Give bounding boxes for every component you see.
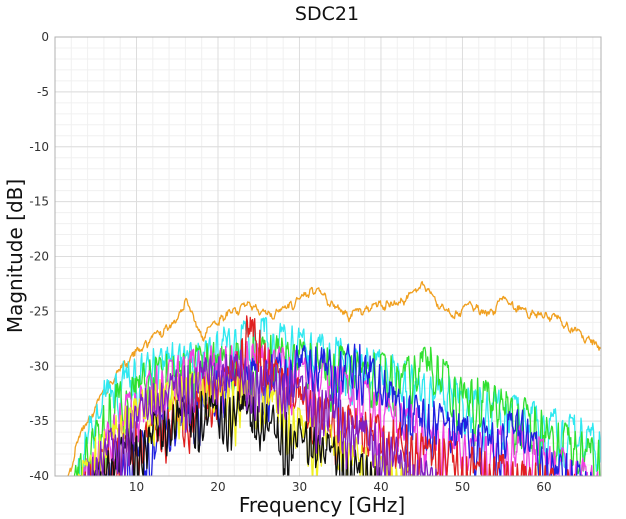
y-tick-label: -30 xyxy=(29,359,49,373)
y-tick-label: -5 xyxy=(37,85,49,99)
y-tick-label: -25 xyxy=(29,304,49,318)
series-line-black xyxy=(92,388,381,476)
y-tick-label: -10 xyxy=(29,140,49,154)
y-tick-label: -15 xyxy=(29,195,49,209)
chart-title: SDC21 xyxy=(295,3,359,25)
series-line-violet xyxy=(83,349,437,476)
x-tick-label: 40 xyxy=(373,480,388,494)
x-axis-label: Frequency [GHz] xyxy=(239,493,405,517)
plot-border xyxy=(54,36,602,477)
x-tick-labels: 10 20 30 40 50 60 xyxy=(129,480,552,494)
x-tick-label: 60 xyxy=(536,480,551,494)
x-tick-label: 50 xyxy=(455,480,470,494)
series-line-magenta xyxy=(83,340,599,476)
y-tick-label: -40 xyxy=(29,469,49,483)
y-tick-labels: 0 -5 -10 -15 -20 -25 -30 -35 -40 xyxy=(29,30,49,483)
y-tick-label: -20 xyxy=(29,250,49,264)
y-axis-label: Magnitude [dB] xyxy=(3,179,27,333)
x-tick-label: 20 xyxy=(210,480,225,494)
x-tick-label: 10 xyxy=(129,480,144,494)
x-tick-label: 30 xyxy=(292,480,307,494)
y-tick-label: 0 xyxy=(41,30,49,44)
y-tick-label: -35 xyxy=(29,414,49,428)
grid xyxy=(55,36,601,477)
series-layer xyxy=(67,280,601,476)
series-line-orange xyxy=(67,280,601,476)
